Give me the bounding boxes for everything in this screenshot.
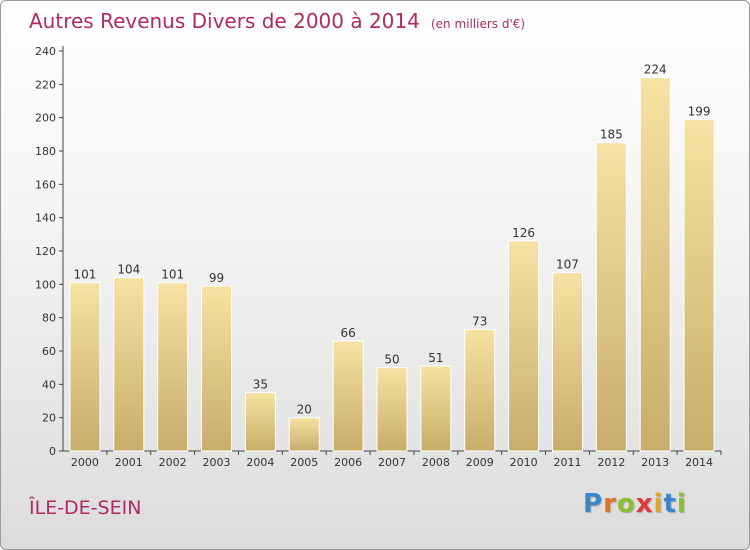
bar bbox=[639, 77, 671, 452]
x-tick-label: 2013 bbox=[641, 456, 669, 469]
bar bbox=[376, 367, 408, 452]
y-tick-label: 40 bbox=[42, 378, 56, 391]
bar-value-label: 101 bbox=[161, 268, 184, 282]
bar-value-label: 199 bbox=[688, 104, 711, 118]
y-tick-label: 100 bbox=[35, 278, 56, 291]
bar-value-label: 51 bbox=[428, 351, 443, 365]
bar-value-label: 99 bbox=[209, 271, 224, 285]
proxiti-logo: Proxiti bbox=[583, 489, 687, 519]
x-tick-label: 2006 bbox=[334, 456, 362, 469]
y-tick-label: 60 bbox=[42, 345, 56, 358]
bar-value-label: 20 bbox=[297, 403, 312, 417]
x-tick-label: 2007 bbox=[378, 456, 406, 469]
bar-value-label: 185 bbox=[600, 128, 623, 142]
x-tick-label: 2009 bbox=[466, 456, 494, 469]
y-tick-label: 160 bbox=[35, 178, 56, 191]
x-tick-label: 2014 bbox=[685, 456, 713, 469]
bar-value-label: 126 bbox=[512, 226, 535, 240]
bar bbox=[464, 328, 496, 452]
bar-value-label: 101 bbox=[73, 268, 96, 282]
x-tick-label: 2011 bbox=[553, 456, 581, 469]
bar bbox=[683, 118, 715, 452]
y-tick-label: 240 bbox=[35, 45, 56, 58]
chart-title-text: Autres Revenus Divers de 2000 à 2014 bbox=[29, 9, 420, 33]
x-tick-label: 2008 bbox=[422, 456, 450, 469]
y-tick-label: 220 bbox=[35, 78, 56, 91]
bar bbox=[201, 285, 233, 452]
bar bbox=[244, 392, 276, 452]
bar bbox=[69, 282, 101, 452]
x-tick-label: 2000 bbox=[71, 456, 99, 469]
x-tick-label: 2012 bbox=[597, 456, 625, 469]
x-tick-label: 2003 bbox=[203, 456, 231, 469]
y-tick-label: 140 bbox=[35, 212, 56, 225]
y-tick-label: 120 bbox=[35, 245, 56, 258]
bar bbox=[508, 240, 540, 452]
y-tick-label: 180 bbox=[35, 145, 56, 158]
y-tick-label: 0 bbox=[49, 445, 56, 458]
chart-title: Autres Revenus Divers de 2000 à 2014 (en… bbox=[29, 9, 525, 33]
bar bbox=[595, 142, 627, 452]
y-tick-label: 20 bbox=[42, 412, 56, 425]
x-tick-label: 2005 bbox=[290, 456, 318, 469]
bar-value-label: 66 bbox=[340, 326, 355, 340]
y-tick-label: 80 bbox=[42, 312, 56, 325]
bar bbox=[288, 417, 320, 452]
x-tick-label: 2001 bbox=[115, 456, 143, 469]
bar bbox=[157, 282, 189, 452]
bar-value-label: 107 bbox=[556, 258, 579, 272]
bar-value-label: 35 bbox=[253, 378, 268, 392]
bar bbox=[332, 340, 364, 452]
y-tick-label: 200 bbox=[35, 112, 56, 125]
bar-value-label: 104 bbox=[117, 263, 140, 277]
x-tick-label: 2004 bbox=[246, 456, 274, 469]
bar bbox=[551, 272, 583, 452]
x-tick-label: 2010 bbox=[510, 456, 538, 469]
place-name: ÎLE-DE-SEIN bbox=[29, 497, 142, 519]
x-tick-label: 2002 bbox=[159, 456, 187, 469]
bar-value-label: 224 bbox=[644, 63, 667, 77]
bar-value-label: 50 bbox=[384, 353, 399, 367]
bar bbox=[420, 365, 452, 452]
chart-unit-note: (en milliers d'€) bbox=[430, 17, 526, 31]
bar bbox=[113, 277, 145, 452]
bar-value-label: 73 bbox=[472, 314, 487, 328]
